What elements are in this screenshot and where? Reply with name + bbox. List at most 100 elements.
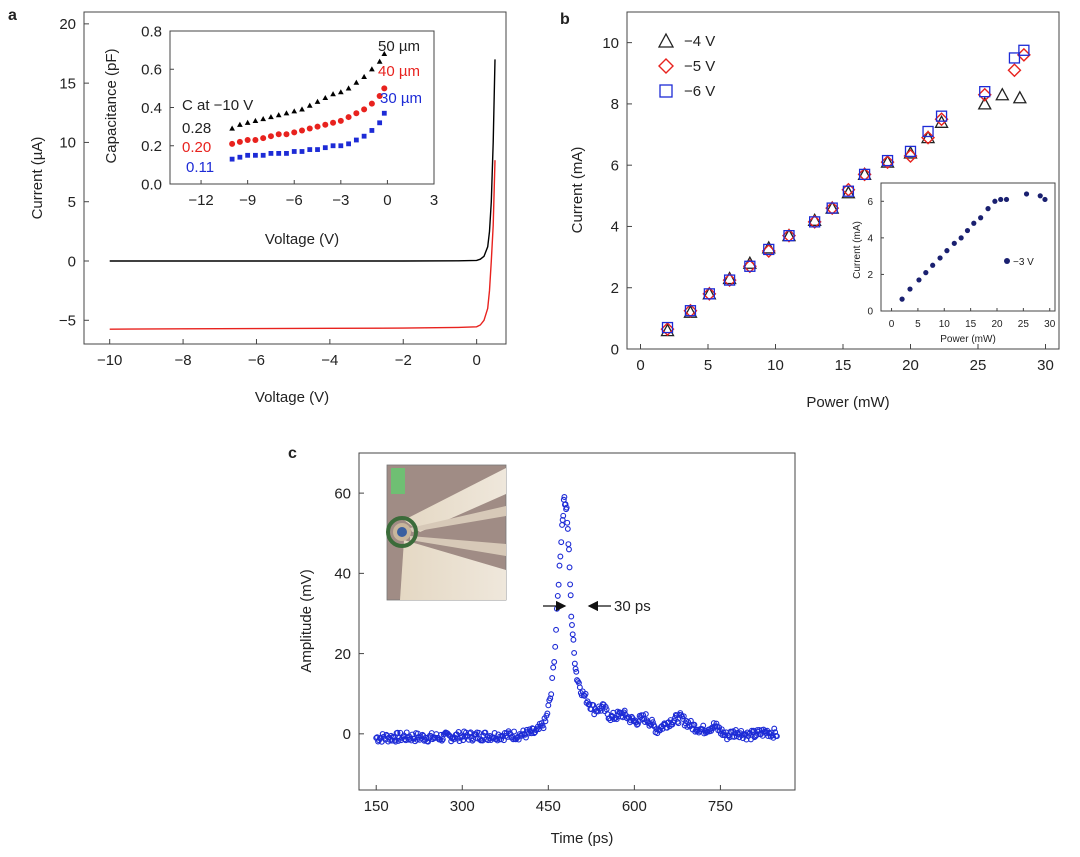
data-point [550,664,557,671]
data-point-−3 V [899,296,905,302]
data-point [557,553,564,560]
data-point-−3 V [998,196,1004,203]
data-point-40 µm [330,119,337,126]
data-point-−6 V [979,86,991,98]
data-point-−3 V [1037,193,1043,199]
legend-label: −4 V [684,33,715,50]
data-point [597,707,604,714]
x-tick-label: −10 [97,352,122,369]
data-point-40 µm [260,135,267,142]
panel-label-c: c [288,445,297,462]
data-point [768,729,775,736]
data-point [567,581,574,588]
data-point-30 µm [268,151,274,156]
data-point-−4 V [880,154,895,168]
data-point-30 µm [338,143,344,149]
data-point [675,720,682,727]
data-point-30 µm [361,133,367,139]
data-point-40 µm [381,85,388,92]
y-tick-label: 10 [59,135,76,152]
x-tick-label: 20 [902,357,919,374]
data-point [700,722,707,729]
data-point [561,494,568,500]
data-point [558,539,565,546]
data-point-30 µm [369,128,375,133]
data-point [559,521,566,528]
data-point-−6 V [904,145,917,158]
y-axis-label: Current (mA) [569,147,586,234]
x-tick-label: 300 [450,798,475,815]
data-point-−3 V [923,270,929,276]
data-point-50 µm [268,114,274,120]
data-point-50 µm [244,119,251,125]
data-point-40 µm [291,129,298,136]
data-point-−5 V [921,130,936,145]
data-point-−6 V [858,168,871,181]
data-point-−5 V [857,167,872,182]
data-point-40 µm [306,125,313,132]
x-tick-label: −12 [188,192,213,209]
data-point-50 µm [252,117,259,123]
data-point [549,675,556,681]
y-tick-label: 10 [602,35,619,52]
data-point-50 µm [283,110,290,116]
data-point-−5 V [807,214,822,229]
y-tick-label: 6 [867,197,873,208]
data-point [571,660,578,667]
data-point [773,733,780,740]
data-point-−3 V [951,240,957,246]
data-point-40 µm [267,133,274,140]
data-point [555,581,562,588]
x-tick-label: −3 [332,192,349,209]
data-point-40 µm [314,123,321,130]
data-point-−3 V [944,248,950,254]
data-point-−5 V [761,243,776,258]
data-point-50 µm [299,106,305,112]
data-point [392,738,399,745]
data-point-40 µm [229,140,236,147]
data-point-−3 V [916,277,922,283]
data-point-50 µm [337,89,344,95]
series-line-dark [109,59,496,262]
data-point-−3 V [1003,196,1010,203]
data-point-50 µm [237,121,243,127]
data-point-−6 V [783,229,795,242]
data-point-40 µm [244,137,251,144]
data-point-−5 V [903,149,918,163]
data-point [573,668,580,675]
data-point [553,605,560,612]
y-tick-label: 0.2 [141,138,162,155]
y-tick-label: 4 [611,219,619,236]
data-point-−6 V [661,321,674,334]
data-point [752,733,759,740]
data-point-−3 V [971,220,977,226]
data-point-30 µm [381,110,387,116]
data-point-50 µm [229,125,235,131]
data-point-−5 V [977,87,992,102]
legend-marker [657,32,675,48]
panel-a-inset-plot: −12 −9 −6 −3 0 3 0.0 0.2 0.4 0.6 0.8 Voltage (V) C… [103,23,438,248]
data-point-−6 V [684,305,697,317]
data-point-40 µm [337,117,344,124]
legend-label: −6 V [684,83,715,100]
data-point [771,725,778,732]
data-point-50 µm [376,58,383,64]
data-point-40 µm [322,121,329,128]
data-point [566,564,573,571]
data-point-30 µm [315,147,320,152]
data-point-30 µm [307,147,313,152]
data-point-−3 V [930,262,936,268]
data-point-−6 V [935,110,948,122]
data-point [552,643,559,650]
data-point-40 µm [376,93,383,100]
capacitance-annotation-title: C at −10 V [182,97,253,114]
fwhm-annotation: 30 ps [614,598,651,615]
data-point-40 µm [345,114,352,121]
data-point-30 µm [353,137,359,143]
data-point [567,592,574,599]
data-point [613,716,620,723]
data-point-−6 V [723,274,736,286]
data-point-−3 V [978,215,984,221]
data-point [680,713,687,720]
